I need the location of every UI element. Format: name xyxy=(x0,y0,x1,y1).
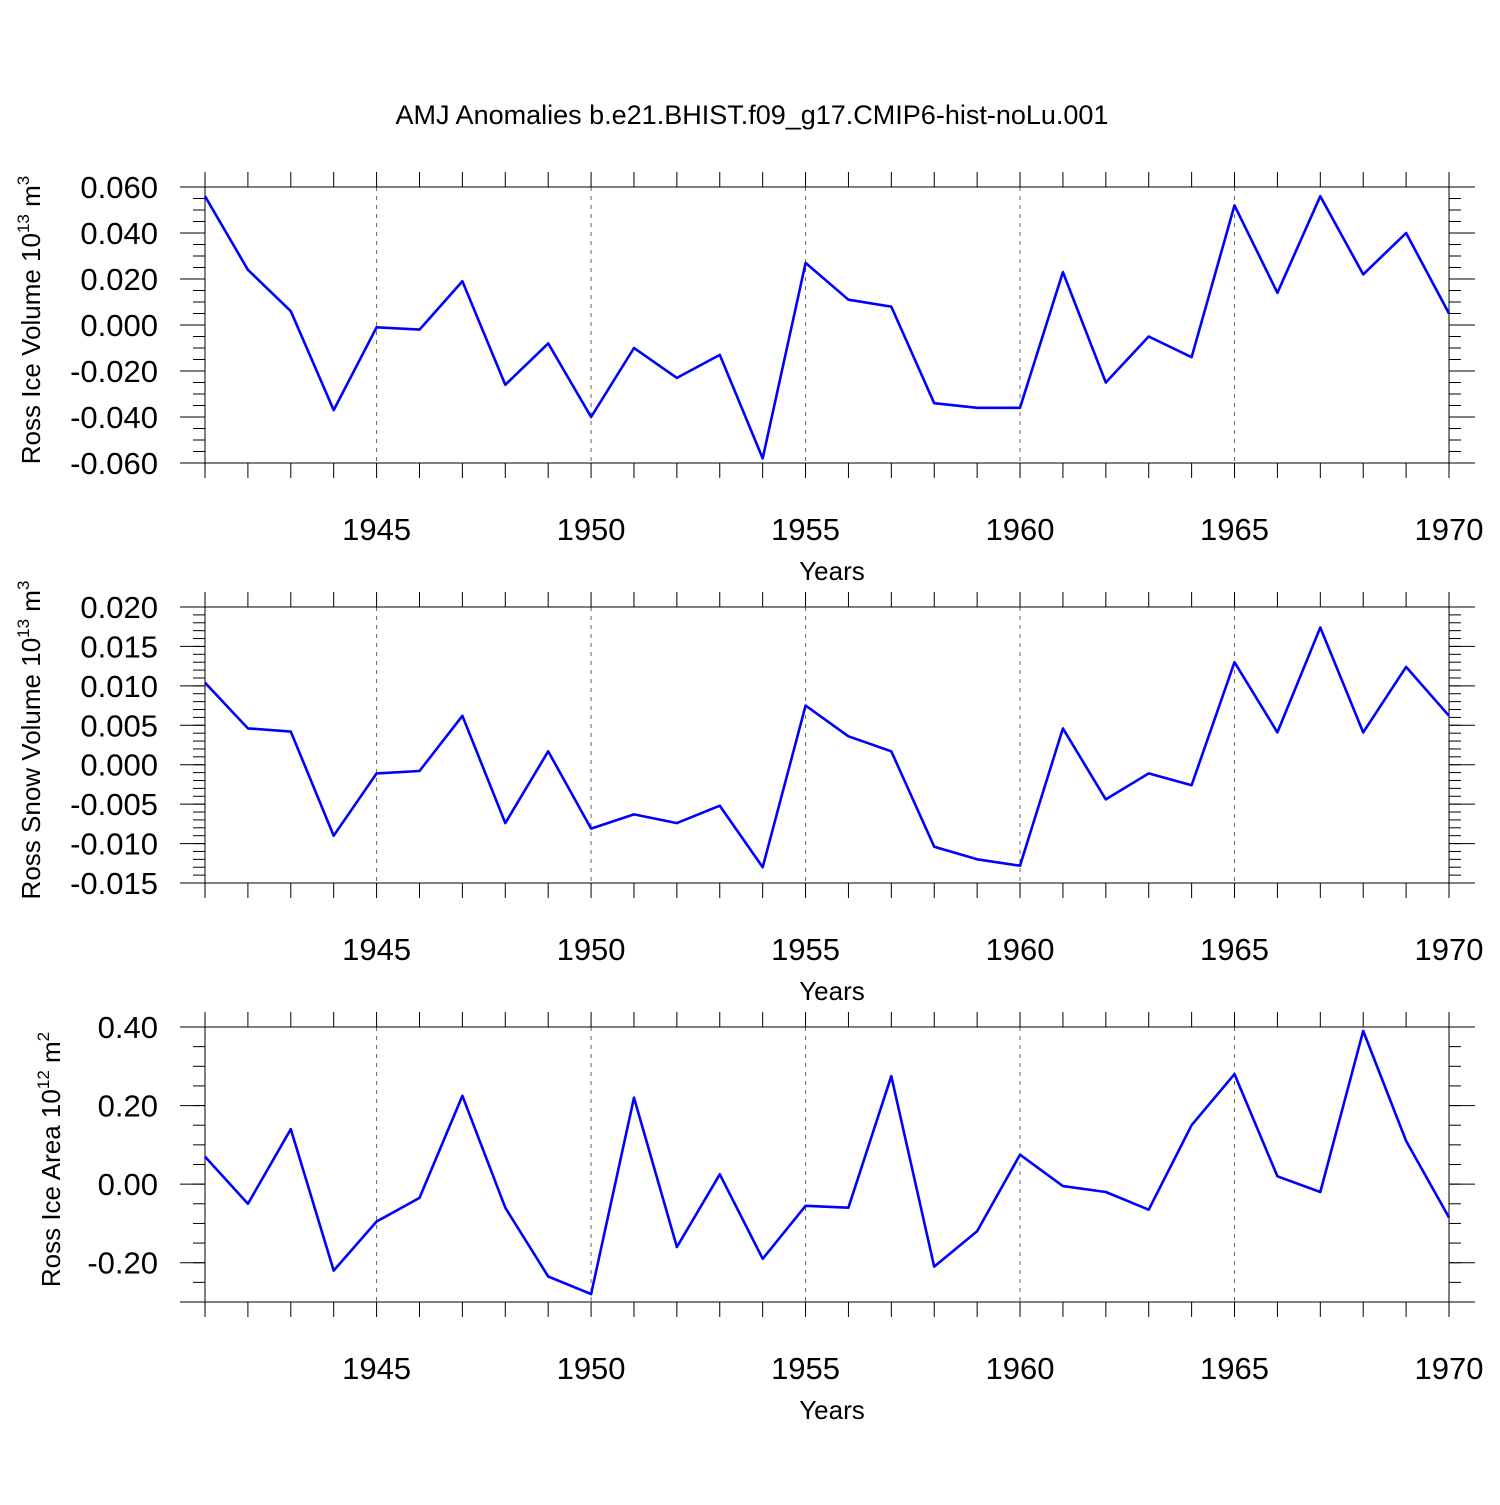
x-tick-label: 1970 xyxy=(1415,1351,1484,1386)
chart-panels: -0.060 -0.040 -0.020 0.000 0.020 0.040 0.060 19… xyxy=(14,170,1483,1425)
x-tick-label: 1970 xyxy=(1415,512,1484,547)
y-axis-label-main: Ross Ice Area 10 xyxy=(36,1089,66,1287)
x-tick-label: 1945 xyxy=(342,512,411,547)
y-tick-label: -0.005 xyxy=(70,787,158,822)
y-tick-label: 0.020 xyxy=(80,262,158,297)
y-tick-label: 0.005 xyxy=(80,708,158,743)
x-tick-label: 1950 xyxy=(557,512,626,547)
y-axis-label-main: Ross Snow Volume 10 xyxy=(16,638,46,900)
chart-panel-3: -0.20 0.00 0.20 0.40 1945 1950 1955 1960 1965 197… xyxy=(34,1010,1483,1425)
x-tick-label: 1950 xyxy=(557,932,626,967)
y-axis-label: Ross Ice Volume 1013 m3 xyxy=(14,176,46,465)
x-tick-label: 1965 xyxy=(1200,512,1269,547)
chart-panel-2: -0.015 -0.010 -0.005 0.000 0.005 0.010 0.015 0.… xyxy=(14,581,1483,1006)
y-tick-label: 0.000 xyxy=(80,308,158,343)
y-axis-label-exponent: 13 xyxy=(14,214,33,233)
y-axis-label-unit: m xyxy=(36,1041,66,1070)
y-tick-label: 0.015 xyxy=(80,629,158,664)
y-tick-label: 0.010 xyxy=(80,669,158,704)
y-tick-label: -0.040 xyxy=(70,400,158,435)
y-tick-label: 0.040 xyxy=(80,216,158,251)
x-tick-label: 1955 xyxy=(771,1351,840,1386)
x-tick-label: 1955 xyxy=(771,932,840,967)
y-axis-label: Ross Ice Area 1012 m2 xyxy=(34,1032,66,1287)
x-tick-label: 1945 xyxy=(342,932,411,967)
y-axis-label-main: Ross Ice Volume 10 xyxy=(16,233,46,464)
x-axis-label: Years xyxy=(799,976,865,1006)
x-tick-label: 1960 xyxy=(986,512,1055,547)
y-axis-label-exponent: 13 xyxy=(14,619,33,638)
y-tick-label: -0.20 xyxy=(87,1246,158,1281)
series-line xyxy=(204,626,1450,869)
y-tick-label: 0.40 xyxy=(98,1010,158,1045)
x-tick-label: 1960 xyxy=(986,1351,1055,1386)
chart-panel-1: -0.060 -0.040 -0.020 0.000 0.020 0.040 0.060 19… xyxy=(14,170,1483,586)
y-axis-label-unit-exponent: 3 xyxy=(14,176,33,185)
x-tick-label: 1965 xyxy=(1200,1351,1269,1386)
y-tick-label: -0.060 xyxy=(70,446,158,481)
series-line xyxy=(203,194,1451,460)
x-tick-label: 1965 xyxy=(1200,932,1269,967)
x-tick-label: 1945 xyxy=(342,1351,411,1386)
y-axis-label-unit: m xyxy=(16,590,46,619)
y-axis-label-unit: m xyxy=(16,185,46,214)
x-tick-label: 1950 xyxy=(557,1351,626,1386)
y-tick-label: 0.20 xyxy=(98,1089,158,1124)
y-axis-label-exponent: 12 xyxy=(34,1070,53,1089)
y-axis-label: Ross Snow Volume 1013 m3 xyxy=(14,581,46,900)
y-tick-label: -0.020 xyxy=(70,354,158,389)
series-line xyxy=(204,1029,1451,1296)
x-axis-label: Years xyxy=(799,556,865,586)
y-tick-label: 0.060 xyxy=(80,170,158,205)
y-tick-label: 0.020 xyxy=(80,590,158,625)
chart-title: AMJ Anomalies b.e21.BHIST.f09_g17.CMIP6-… xyxy=(396,100,1109,130)
y-tick-label: -0.015 xyxy=(70,866,158,901)
x-tick-label: 1960 xyxy=(986,932,1055,967)
y-tick-label: 0.000 xyxy=(80,748,158,783)
y-axis-label-unit-exponent: 2 xyxy=(34,1032,53,1041)
x-tick-label: 1955 xyxy=(771,512,840,547)
y-axis-label-unit-exponent: 3 xyxy=(14,581,33,590)
x-axis-label: Years xyxy=(799,1395,865,1425)
y-tick-label: -0.010 xyxy=(70,827,158,862)
y-tick-label: 0.00 xyxy=(98,1167,158,1202)
x-tick-label: 1970 xyxy=(1415,932,1484,967)
